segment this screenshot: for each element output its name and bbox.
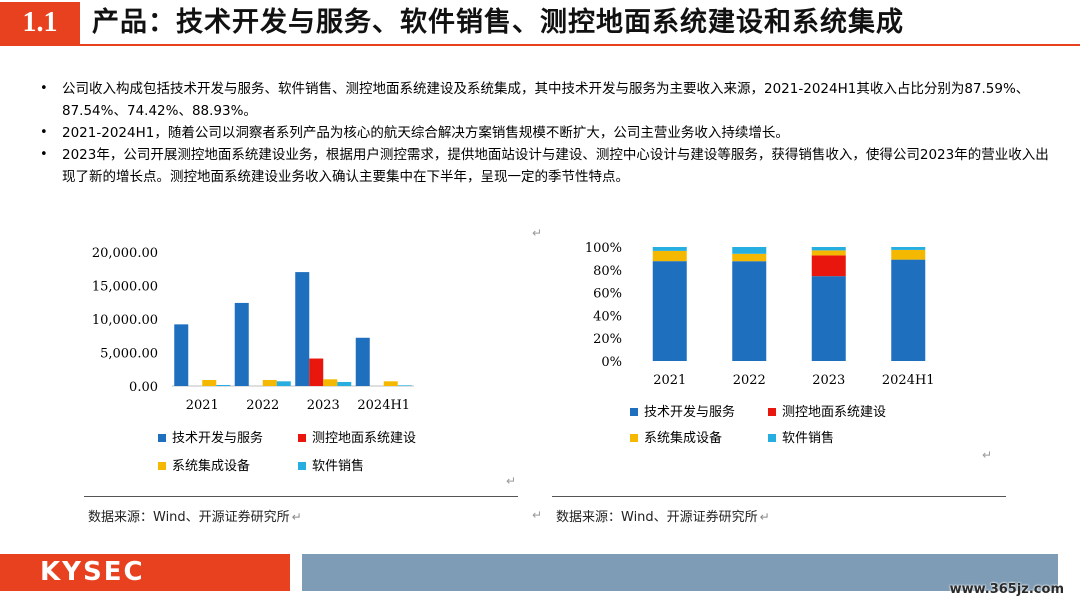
return-mark: ↵ xyxy=(759,510,770,524)
chart-left-legend-label: 技术开发与服务 xyxy=(172,430,263,446)
chart-right-ytick-label: 100% xyxy=(585,241,622,256)
page-title: 产品：技术开发与服务、软件销售、测控地面系统建设和系统集成 xyxy=(92,7,904,38)
chart-right-ytick-label: 20% xyxy=(593,332,622,347)
chart-left-xtick-label: 2022 xyxy=(246,398,279,413)
header-rule xyxy=(0,44,1080,46)
chart-left-xtick-label: 2024H1 xyxy=(357,398,410,413)
chart-left-bar xyxy=(355,337,370,386)
return-mark: ↵ xyxy=(982,448,993,462)
return-mark: ↵ xyxy=(506,474,517,488)
return-mark: ↵ xyxy=(532,508,543,522)
footer-bar xyxy=(302,554,1058,591)
source-note-left: 数据来源：Wind、开源证券研究所 ↵ xyxy=(88,506,302,525)
chart-right-bar-segment xyxy=(732,253,767,262)
chart-right-bar-segment xyxy=(891,259,926,361)
chart-right-bar-segment xyxy=(811,247,846,251)
source-note-right: 数据来源：Wind、开源证券研究所 ↵ xyxy=(556,506,770,525)
chart-right-legend-swatch xyxy=(768,434,776,442)
chart-right-bar-segment xyxy=(652,247,687,251)
chart-left-legend-swatch xyxy=(158,434,166,442)
chart-left-ytick-label: 15,000.00 xyxy=(92,280,158,295)
chart-right-bar-segment xyxy=(652,261,687,361)
chart-right-legend-label: 软件销售 xyxy=(782,430,834,446)
chart-left-legend-swatch xyxy=(158,462,166,470)
chart-left-legend-swatch xyxy=(298,462,306,470)
header: 1.1 产品：技术开发与服务、软件销售、测控地面系统建设和系统集成 xyxy=(0,0,1080,46)
bullet-item: 2023年，公司开展测控地面系统建设业务，根据用户测控需求，提供地面站设计与建设… xyxy=(40,144,1050,188)
chart-left-bar xyxy=(216,384,231,386)
watermark: www.365jz.com xyxy=(949,582,1064,597)
chart-right-xtick-label: 2023 xyxy=(812,373,845,388)
chart-right-bar-segment xyxy=(811,276,846,361)
footer-logo-bar: KYSEC xyxy=(0,554,290,591)
chart-left-ytick-label: 5,000.00 xyxy=(100,347,158,362)
chart-right-bar-segment xyxy=(652,250,687,262)
source-text: 数据来源：Wind、开源证券研究所 xyxy=(556,510,758,525)
bullet-item: 公司收入构成包括技术开发与服务、软件销售、测控地面系统建设及系统集成，其中技术开… xyxy=(40,78,1050,122)
chart-right-ytick-label: 40% xyxy=(593,309,622,324)
chart-left-legend-label: 测控地面系统建设 xyxy=(312,431,416,446)
chart-left-bar xyxy=(234,302,249,386)
return-mark: ↵ xyxy=(291,510,302,524)
source-text: 数据来源：Wind、开源证券研究所 xyxy=(88,510,290,525)
chart-right-legend-swatch xyxy=(630,434,638,442)
chart-right-ytick-label: 0% xyxy=(601,355,622,370)
chart-left-bar xyxy=(262,379,277,386)
chart-right-xtick-label: 2021 xyxy=(653,373,686,388)
chart-right-ytick-label: 80% xyxy=(593,264,622,279)
chart-left-legend-swatch xyxy=(298,434,306,442)
chart-left-xtick-label: 2023 xyxy=(307,398,340,413)
chart-left-legend-label: 软件销售 xyxy=(312,458,364,474)
chart-right-legend-swatch xyxy=(768,408,776,416)
chart-left-ytick-label: 10,000.00 xyxy=(92,313,158,328)
chart-right-bar-segment xyxy=(732,247,767,254)
chart-left-bar xyxy=(323,379,338,386)
chart-left-bar xyxy=(309,358,324,386)
revenue-bar-chart: 0.005,000.0010,000.0015,000.0020,000.00 … xyxy=(92,246,416,474)
chart-right-xtick-label: 2024H1 xyxy=(882,373,935,388)
chart-left-ytick-label: 20,000.00 xyxy=(92,246,158,261)
chart-right-legend-label: 技术开发与服务 xyxy=(644,404,735,420)
chart-right-bar-segment xyxy=(811,255,846,277)
chart-left-bar xyxy=(397,385,412,386)
chart-right-legend-swatch xyxy=(630,408,638,416)
chart-left-bar xyxy=(383,381,398,386)
kysec-logo: KYSEC xyxy=(40,557,145,587)
chart-left-bar xyxy=(174,324,189,386)
chart-left-bar xyxy=(337,381,352,386)
chart-left-bar xyxy=(202,379,217,386)
chart-right-bar-segment xyxy=(811,250,846,256)
bullet-list: 公司收入构成包括技术开发与服务、软件销售、测控地面系统建设及系统集成，其中技术开… xyxy=(40,78,1050,188)
chart-right-legend-label: 系统集成设备 xyxy=(644,430,722,446)
chart-right-bar-segment xyxy=(891,247,926,250)
chart-right-bar-segment xyxy=(891,249,926,260)
revenue-share-stacked-chart: 0% 20% 40% 60% 80% 100% 2021 2022 2023 2024H1 技术… xyxy=(585,241,935,446)
chart-right-ytick-label: 60% xyxy=(593,287,622,302)
section-number-badge: 1.1 xyxy=(0,2,80,44)
chart-right-bar-segment xyxy=(732,261,767,361)
bullet-item: 2021-2024H1，随着公司以洞察者系列产品为核心的航天综合解决方案销售规模… xyxy=(40,122,1050,144)
chart-left-legend-label: 系统集成设备 xyxy=(172,458,250,474)
chart-right-legend-label: 测控地面系统建设 xyxy=(782,405,886,420)
chart-right-xtick-label: 2022 xyxy=(733,373,766,388)
chart-left-bar xyxy=(276,381,291,386)
chart-left-ytick-label: 0.00 xyxy=(129,380,158,395)
chart-left-xtick-label: 2021 xyxy=(186,398,219,413)
chart-left-bottom-rule xyxy=(84,496,518,497)
chart-right-bottom-rule xyxy=(552,496,1006,497)
chart-left-bar xyxy=(295,272,310,386)
return-mark: ↵ xyxy=(532,226,543,240)
